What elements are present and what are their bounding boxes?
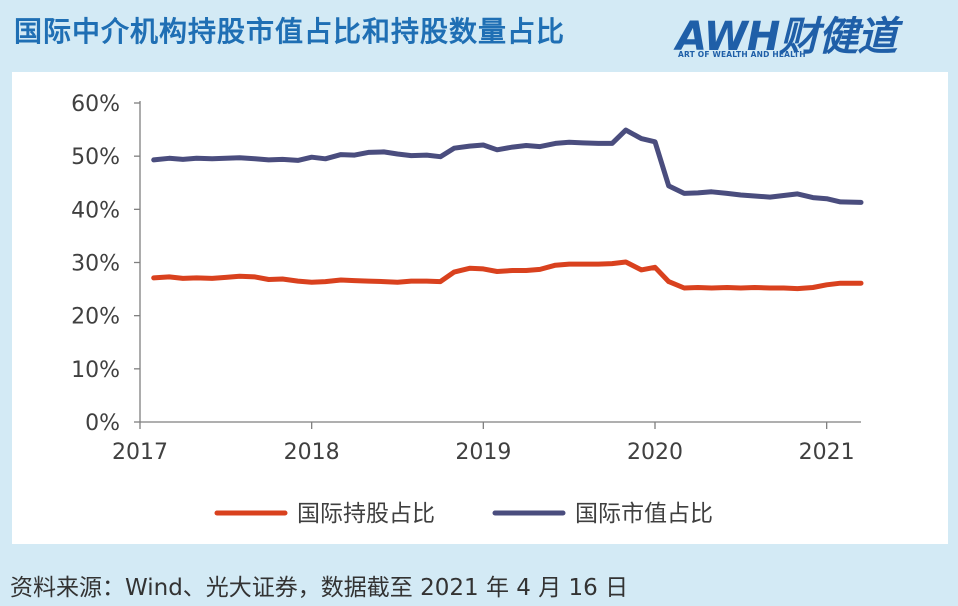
chart-panel: 0% 10% 20% 30% 40% 50% 60% 2017 2018 2019 2020 2021… — [12, 72, 948, 544]
y-tick-label: 50% — [71, 145, 120, 170]
logo-wordmark: AWH财健道 — [676, 14, 897, 60]
x-tick-label: 2018 — [284, 440, 340, 465]
legend-label-1: 国际持股占比 — [297, 501, 435, 527]
logo-tagline: ART OF WEALTH AND HEALTH — [678, 50, 806, 59]
chart-axes: 0% 10% 20% 30% 40% 50% 60% 2017 2018 2019 2020 2021 — [71, 92, 861, 465]
page-title: 国际中介机构持股市值占比和持股数量占比 — [14, 15, 566, 48]
chart-series-layer — [151, 127, 864, 292]
x-tick-label: 2019 — [455, 440, 511, 465]
y-tick-label: 40% — [71, 198, 120, 223]
y-tick-label: 0% — [85, 411, 120, 436]
y-tick-label: 30% — [71, 252, 120, 277]
y-tick-label: 20% — [71, 305, 120, 330]
source-note: 资料来源：Wind、光大证券，数据截至 2021 年 4 月 16 日 — [10, 575, 629, 601]
y-tick-label: 60% — [71, 92, 120, 117]
x-tick-label: 2020 — [627, 440, 683, 465]
x-tick-label: 2021 — [799, 440, 855, 465]
series-line-2 — [151, 127, 864, 205]
series-line-1 — [151, 259, 864, 292]
legend-label-2: 国际市值占比 — [575, 501, 713, 527]
line-chart: 0% 10% 20% 30% 40% 50% 60% 2017 2018 2019 2020 2021… — [71, 92, 864, 527]
x-tick-label: 2017 — [112, 440, 168, 465]
y-tick-label: 10% — [71, 358, 120, 383]
chart-legend: 国际持股占比 国际市值占比 — [214, 501, 713, 527]
brand-logo: AWH财健道 ART OF WEALTH AND HEALTH — [676, 2, 944, 64]
